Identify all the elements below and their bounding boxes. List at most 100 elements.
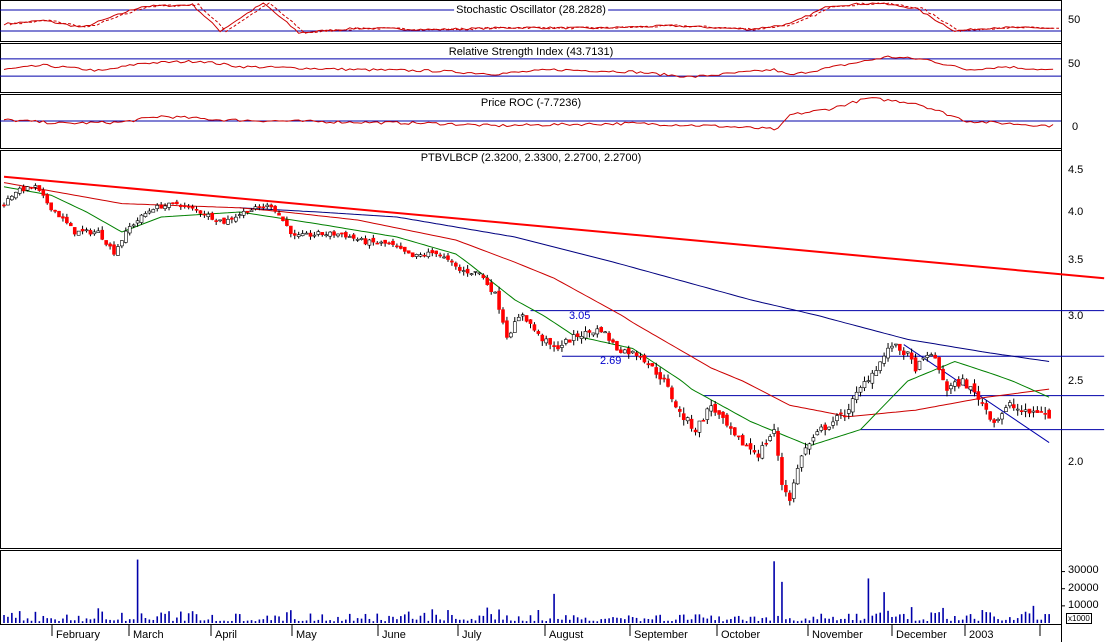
candle-body [917, 360, 922, 370]
candle-body [312, 234, 317, 237]
volume-tick-30000: 30000 [1068, 564, 1099, 576]
candle-body [1015, 408, 1020, 411]
candle-body [721, 411, 725, 418]
month-label-may: May [296, 629, 317, 641]
candle-body [171, 202, 175, 205]
candle-body [57, 210, 61, 218]
candle-body [285, 219, 289, 226]
candle-body [281, 216, 285, 222]
candle-body [937, 357, 941, 371]
candle-body [878, 361, 882, 371]
candle-body [434, 250, 439, 255]
candle-body [1035, 410, 1040, 413]
candle-body [454, 262, 458, 267]
volume-tick-20000: 20000 [1068, 582, 1099, 594]
stochastic-signal-line [9, 2, 1059, 34]
candle-body [725, 414, 729, 426]
candle-body [744, 444, 749, 447]
level-label-3-05: 3.05 [569, 310, 591, 322]
candle-body [485, 277, 490, 285]
candle-body [1004, 407, 1008, 412]
candle-body [890, 345, 894, 349]
candle-body [615, 341, 619, 351]
candle-body [182, 205, 187, 207]
candle-body [461, 270, 466, 272]
candle-body [92, 231, 97, 235]
candle-body [10, 195, 14, 201]
candle-body [296, 234, 301, 237]
candle-body [544, 338, 549, 344]
candle-body [1047, 409, 1051, 419]
candle-body [933, 354, 937, 359]
candle-body [595, 328, 600, 335]
candle-body [383, 239, 387, 244]
candle-body [768, 436, 772, 441]
candle-body [524, 315, 529, 322]
candle-body [375, 242, 380, 245]
price-tick-2-5: 2.5 [1068, 375, 1084, 387]
candle-body [108, 243, 112, 247]
candle-body [17, 187, 22, 194]
candle-body [257, 206, 262, 208]
candle-body [230, 217, 234, 220]
candle-body [249, 209, 254, 212]
candle-body [76, 230, 81, 236]
candle-body [344, 232, 348, 238]
candle-body [218, 219, 222, 222]
candle-body [740, 435, 745, 446]
candle-body [355, 239, 360, 241]
candle-body [799, 455, 804, 468]
candle-body [120, 240, 124, 247]
volume-unit: x1000 [1066, 613, 1092, 624]
candle-body [406, 250, 411, 254]
candle-body [921, 357, 926, 360]
candle-body [241, 210, 246, 216]
candle-body [819, 426, 824, 431]
candle-body [80, 228, 85, 232]
candle-body [968, 386, 973, 391]
candle-body [823, 424, 827, 431]
candle-body [269, 204, 273, 208]
candle-body [646, 363, 651, 366]
candle-body [2, 204, 6, 207]
candle-body [49, 202, 53, 211]
candle-body [206, 213, 211, 217]
candle-body [127, 226, 132, 234]
candle-body [124, 230, 128, 243]
candle-body [729, 426, 733, 429]
moving-average-mid [3, 182, 1050, 418]
rsi-title: Relative Strength Index (43.7131) [446, 46, 616, 58]
candle-body [752, 450, 757, 453]
candle-body [591, 332, 596, 336]
candle-body [540, 334, 545, 342]
candle-body [202, 213, 207, 216]
candle-body [854, 391, 859, 400]
candle-body [53, 209, 57, 212]
price-tick-4-0: 4.0 [1068, 206, 1084, 218]
month-label-july: July [462, 629, 482, 641]
price-tick-3-0: 3.0 [1068, 310, 1084, 322]
candle-body [972, 383, 977, 393]
candle-body [862, 381, 867, 389]
candle-body [850, 398, 855, 413]
candle-body [564, 339, 568, 344]
candle-body [988, 411, 993, 420]
candle-body [579, 336, 584, 339]
candle-body [733, 427, 737, 436]
month-label-september: September [634, 629, 688, 641]
candle-body [532, 324, 537, 331]
candle-body [25, 186, 30, 191]
candle-body [674, 401, 678, 408]
candle-body [289, 225, 293, 235]
candle-body [1000, 413, 1004, 420]
candle-body [379, 241, 383, 244]
candle-body [163, 205, 167, 209]
candle-body [780, 457, 784, 485]
candle-body [678, 409, 682, 412]
candle-body [245, 210, 250, 213]
candle-body [980, 402, 985, 404]
candle-body [552, 345, 556, 348]
candle-body [359, 238, 364, 240]
candle-body [1008, 402, 1012, 407]
candle-body [795, 468, 800, 485]
